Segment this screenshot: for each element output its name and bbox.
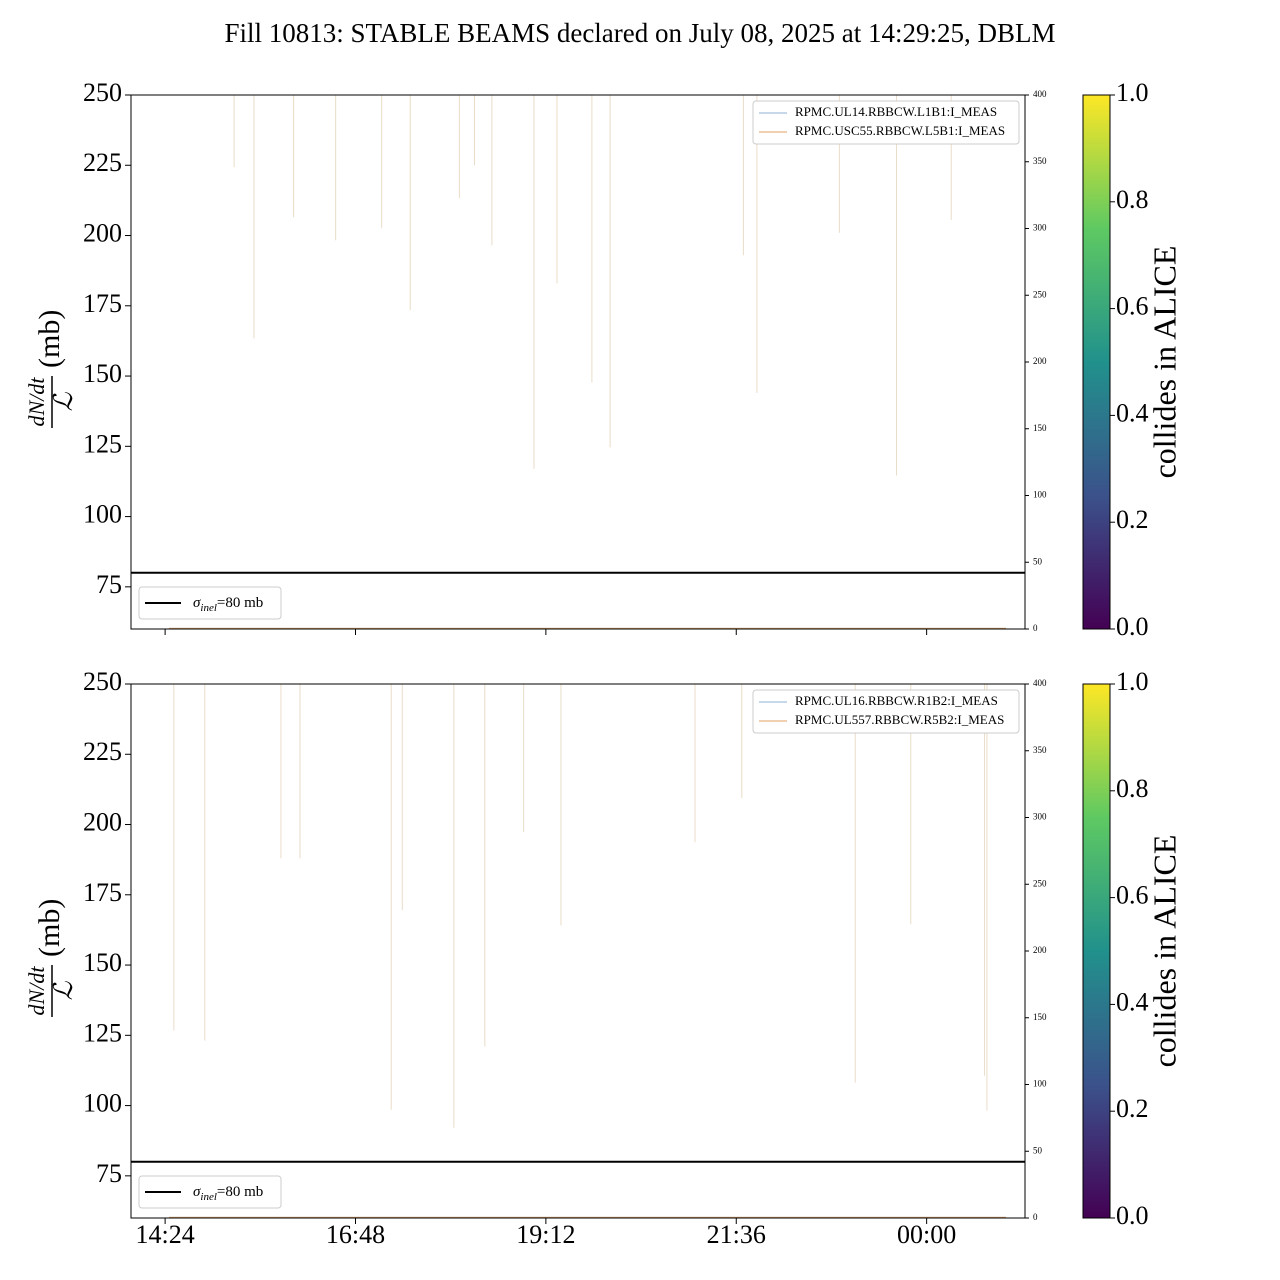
y2-tick-label: 50 xyxy=(1033,556,1043,566)
y-tick-label: 100 xyxy=(83,500,122,529)
x-tick-label: 16:48 xyxy=(326,1220,385,1249)
y2-tick-label: 300 xyxy=(1033,223,1047,233)
legend-box xyxy=(752,689,1020,734)
colorbar-tick-label: 0.8 xyxy=(1116,774,1149,803)
colorbar-tick-label: 0.0 xyxy=(1116,612,1149,641)
y2-tick-label: 350 xyxy=(1033,745,1047,755)
y-tick-label: 75 xyxy=(96,570,122,599)
y2-tick-label: 300 xyxy=(1033,812,1047,822)
plot-frame xyxy=(130,683,1026,1219)
legend-label-part: inel xyxy=(200,1191,217,1203)
legend-box xyxy=(752,100,1020,145)
y2-tick-label: 250 xyxy=(1033,878,1047,888)
y2-tick-label: 400 xyxy=(1033,89,1047,99)
colorbar-tick-label: 1.0 xyxy=(1116,78,1149,107)
y-tick-label: 250 xyxy=(83,667,122,696)
y2-tick-label: 400 xyxy=(1033,678,1047,688)
legend-label-part: σ xyxy=(193,1184,201,1200)
y-label-unit: (mb) xyxy=(33,899,66,957)
x-tick-label: 21:36 xyxy=(707,1220,766,1249)
y-tick-label: 200 xyxy=(83,807,122,836)
y-label-numerator: dN/dt xyxy=(24,966,49,1016)
legend-label-part: =80 mb xyxy=(217,1184,263,1200)
y2-tick-label: 100 xyxy=(1033,1079,1047,1089)
colorbar-label: collides in ALICE xyxy=(1146,835,1182,1068)
x-tick-label: 19:12 xyxy=(516,1220,575,1249)
y-tick-label: 175 xyxy=(83,289,122,318)
y2-tick-label: 200 xyxy=(1033,945,1047,955)
colorbar-tick-label: 0.8 xyxy=(1116,185,1149,214)
legend-label: RPMC.UL557.RBBCW.R5B2:I_MEAS xyxy=(795,712,1004,727)
colorbar-tick-label: 0.2 xyxy=(1116,1094,1149,1123)
y-tick-label: 100 xyxy=(83,1089,122,1118)
y-tick-label: 225 xyxy=(83,737,122,766)
y-tick-label: 200 xyxy=(83,218,122,247)
y-tick-label: 250 xyxy=(83,78,122,107)
legend-label: RPMC.USC55.RBBCW.L5B1:I_MEAS xyxy=(795,123,1005,138)
y-label-numerator: dN/dt xyxy=(24,377,49,427)
y2-tick-label: 0 xyxy=(1033,623,1038,633)
colorbar-label: collides in ALICE xyxy=(1146,246,1182,479)
x-tick-label: 00:00 xyxy=(897,1220,956,1249)
y2-tick-label: 200 xyxy=(1033,356,1047,366)
y-tick-label: 150 xyxy=(83,359,122,388)
colorbar-tick-label: 0.4 xyxy=(1116,987,1149,1016)
y2-tick-label: 150 xyxy=(1033,1012,1047,1022)
x-tick-label: 14:24 xyxy=(135,1220,194,1249)
legend-label: RPMC.UL14.RBBCW.L1B1:I_MEAS xyxy=(795,104,997,119)
y2-tick-label: 50 xyxy=(1033,1145,1043,1155)
legend-label-part: σ xyxy=(193,595,201,611)
y-tick-label: 125 xyxy=(83,1018,122,1047)
y2-tick-label: 150 xyxy=(1033,423,1047,433)
legend-box xyxy=(138,1175,282,1209)
y-tick-label: 150 xyxy=(83,948,122,977)
y2-tick-label: 100 xyxy=(1033,490,1047,500)
y-label-denominator: ℒ xyxy=(49,391,78,411)
colorbar-tick-label: 0.6 xyxy=(1116,881,1149,910)
y-tick-label: 225 xyxy=(83,148,122,177)
y-axis-label: dN/dt ℒ (mb) xyxy=(24,310,78,428)
y-tick-label: 125 xyxy=(83,429,122,458)
colorbar xyxy=(1082,94,1111,630)
legend-label: σinel=80 mb xyxy=(193,595,263,613)
legend-box xyxy=(138,586,282,620)
colorbar-tick-label: 0.2 xyxy=(1116,505,1149,534)
figure-title: Fill 10813: STABLE BEAMS declared on Jul… xyxy=(224,18,1055,48)
colorbar-tick-label: 1.0 xyxy=(1116,667,1149,696)
y-tick-label: 175 xyxy=(83,878,122,907)
colorbar-tick-label: 0.4 xyxy=(1116,398,1149,427)
plot-frame xyxy=(130,94,1026,630)
y2-tick-label: 250 xyxy=(1033,289,1047,299)
y-label-unit: (mb) xyxy=(33,310,66,368)
legend-label-part: inel xyxy=(200,602,217,614)
y-axis-label: dN/dt ℒ (mb) xyxy=(24,899,78,1017)
colorbar-tick-label: 0.6 xyxy=(1116,292,1149,321)
colorbar xyxy=(1082,683,1111,1219)
y2-tick-label: 0 xyxy=(1033,1212,1038,1222)
legend-label: σinel=80 mb xyxy=(193,1184,263,1202)
colorbar-tick-label: 0.0 xyxy=(1116,1201,1149,1230)
y-tick-label: 75 xyxy=(96,1159,122,1188)
y-label-denominator: ℒ xyxy=(49,980,78,1000)
legend-label-part: =80 mb xyxy=(217,595,263,611)
legend-label: RPMC.UL16.RBBCW.R1B2:I_MEAS xyxy=(795,693,998,708)
y2-tick-label: 350 xyxy=(1033,156,1047,166)
